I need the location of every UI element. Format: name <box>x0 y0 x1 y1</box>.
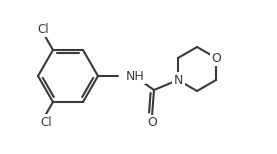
Text: Cl: Cl <box>40 116 52 129</box>
Text: O: O <box>147 116 157 130</box>
Text: N: N <box>174 75 184 87</box>
Text: N: N <box>173 73 183 87</box>
Text: Cl: Cl <box>37 23 49 36</box>
Text: O: O <box>211 51 221 65</box>
Text: NH: NH <box>126 69 145 83</box>
